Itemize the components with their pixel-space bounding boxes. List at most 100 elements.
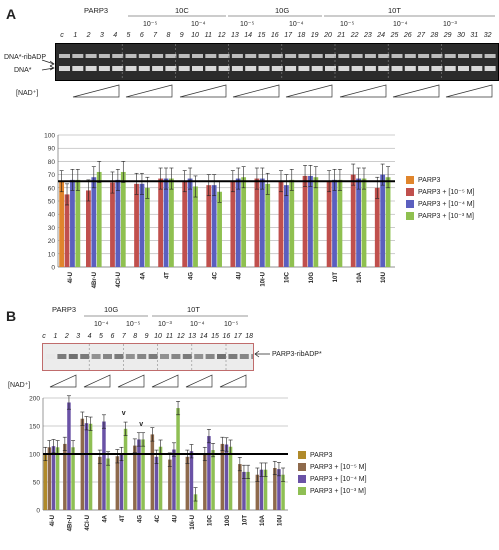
y-tick-label: 200	[29, 396, 40, 403]
bar-4U-series-1	[168, 459, 172, 510]
x-tick-label: 10G	[225, 515, 231, 527]
bar-4i-U-series-2	[51, 446, 56, 510]
bar-10i-U-series-1	[185, 456, 190, 510]
panel-b-lane-17: 17	[233, 333, 242, 340]
gel-b-band	[80, 354, 90, 359]
y-tick-label: 30	[48, 225, 56, 232]
bar-4A-series-2	[102, 421, 106, 510]
gel-a-band-upper	[325, 54, 336, 58]
y-tick-label: 70	[48, 172, 56, 179]
gel-b-band	[160, 354, 169, 359]
panel-b-conc-1: 10⁻⁴	[94, 321, 109, 328]
x-tick-label: 4T	[120, 515, 126, 522]
panel-b-header-lines	[84, 315, 248, 317]
bar-10U-series-1	[374, 187, 380, 267]
panel-b-lane-12: 12	[176, 333, 185, 340]
bar-10U-series-3	[385, 177, 391, 267]
panel-a-lane-24: 24	[377, 32, 386, 39]
x-tick-label: 4Br-U	[92, 272, 98, 288]
gel-a-band-upper	[72, 54, 84, 58]
gel-b-band	[182, 354, 192, 359]
gel-b-band	[91, 354, 101, 359]
gel-a-band-upper	[152, 54, 164, 58]
panel-a-lane-23: 23	[363, 32, 372, 39]
gel-a-band-upper	[231, 54, 243, 58]
bar-10G-series-2	[224, 444, 229, 510]
x-tick-label: 10G	[309, 272, 315, 284]
bar-10A-series-3	[263, 469, 268, 510]
panel-a-conc-6: 10⁻⁴	[393, 21, 408, 28]
bar-10C-series-1	[278, 181, 284, 267]
bar-4U-series-3	[176, 408, 180, 510]
gel-a-band-upper	[258, 54, 270, 58]
x-tick-label: 10A	[357, 271, 363, 283]
panel-a-header-10g: 10G	[275, 6, 290, 15]
gel-a-band-upper	[205, 54, 217, 58]
panel-a-lane-1: 1	[73, 32, 78, 39]
gel-a-band-lower	[298, 66, 310, 71]
bar-4G-series-1	[133, 445, 137, 510]
panel-b-lane-4: 4	[87, 333, 92, 340]
bar-10A-series-1	[255, 474, 260, 510]
gel-a-band-upper	[364, 54, 376, 58]
gel-a-band-lower	[431, 66, 443, 71]
bar-4Cl-U-series-1	[80, 418, 85, 510]
panel-b-nad-wedge	[185, 374, 213, 388]
gel-a-band-upper	[285, 54, 297, 58]
bar-4G-series-3	[193, 186, 198, 267]
panel-a-lane-32: 32	[483, 32, 492, 39]
y-tick-label: 0	[51, 265, 55, 272]
gel-a-band-lower	[245, 66, 257, 71]
panel-b-nad-wedge	[83, 374, 111, 388]
panel-a-lane-4: 4	[113, 32, 118, 39]
x-tick-label: 10i-U	[190, 515, 196, 530]
gel-a-band-lower	[152, 66, 164, 71]
panel-b-lane-13: 13	[188, 333, 197, 340]
bar-4i-U-series-2	[70, 179, 75, 267]
x-tick-label: 4C	[212, 271, 218, 279]
bar-4i-U-series-3	[55, 447, 60, 510]
gel-b-band	[125, 354, 135, 359]
band-arrows-a	[41, 59, 55, 71]
panel-a-lane-3: 3	[99, 32, 104, 39]
band-label-dna: DNA*	[14, 67, 32, 74]
gel-b-band	[239, 354, 249, 359]
bar-4C-series-2	[154, 456, 159, 510]
gel-a-band-upper	[165, 54, 177, 58]
gel-a-band-upper	[404, 54, 416, 58]
x-tick-label: 4C	[155, 514, 161, 522]
bar-10G-series-1	[220, 443, 225, 510]
panel-b-nad-label: [NAD⁺]	[8, 382, 31, 389]
bar-4T-series-2	[119, 454, 124, 510]
panel-b-lane-16: 16	[222, 333, 231, 340]
legend-a-item-1e3: PARP3 + [10⁻³ M]	[406, 212, 475, 220]
gel-b-band	[148, 354, 158, 359]
gel-a-band-upper	[418, 54, 430, 58]
x-tick-label: 4Cl-U	[116, 272, 122, 288]
panel-b-nad-wedge	[151, 374, 179, 388]
panel-a-header-parp3: PARP3	[84, 6, 109, 15]
bar-4i-U-series-0	[59, 181, 65, 267]
panel-a-lane-7: 7	[153, 32, 158, 39]
bar-4A-series-1	[98, 456, 102, 510]
bar-4i-U-series-3	[75, 179, 81, 267]
panel-a-header-10t: 10T	[388, 6, 401, 15]
bar-4C-series-2	[211, 185, 217, 267]
panel-a-nad-wedge	[125, 84, 173, 98]
legend-b: PARP3 PARP3 + [10⁻⁵ M] PARP3 + [10⁻⁴ M] …	[298, 451, 367, 499]
band-label-dna-ribadp: DNA*-ribADP	[4, 54, 47, 61]
panel-b-lane-9: 9	[144, 333, 149, 340]
panel-a-lane-2: 2	[86, 32, 91, 39]
bar-10i-U-series-2	[259, 178, 265, 267]
y-tick-label: 100	[29, 452, 40, 459]
panel-a-lane-28: 28	[430, 32, 439, 39]
bar-10C-series-3	[211, 450, 215, 510]
gel-a-band-lower	[138, 66, 150, 71]
x-tick-label: 10i-U	[261, 272, 267, 287]
bar-10T-series-1	[238, 464, 242, 510]
gel-a-band-lower	[311, 66, 323, 71]
panel-b-lane-c: c	[42, 333, 46, 340]
gel-a-band-lower	[444, 66, 456, 71]
bar-10i-U-series-2	[189, 451, 194, 510]
panel-b-conc-4: 10⁻⁴	[190, 321, 205, 328]
